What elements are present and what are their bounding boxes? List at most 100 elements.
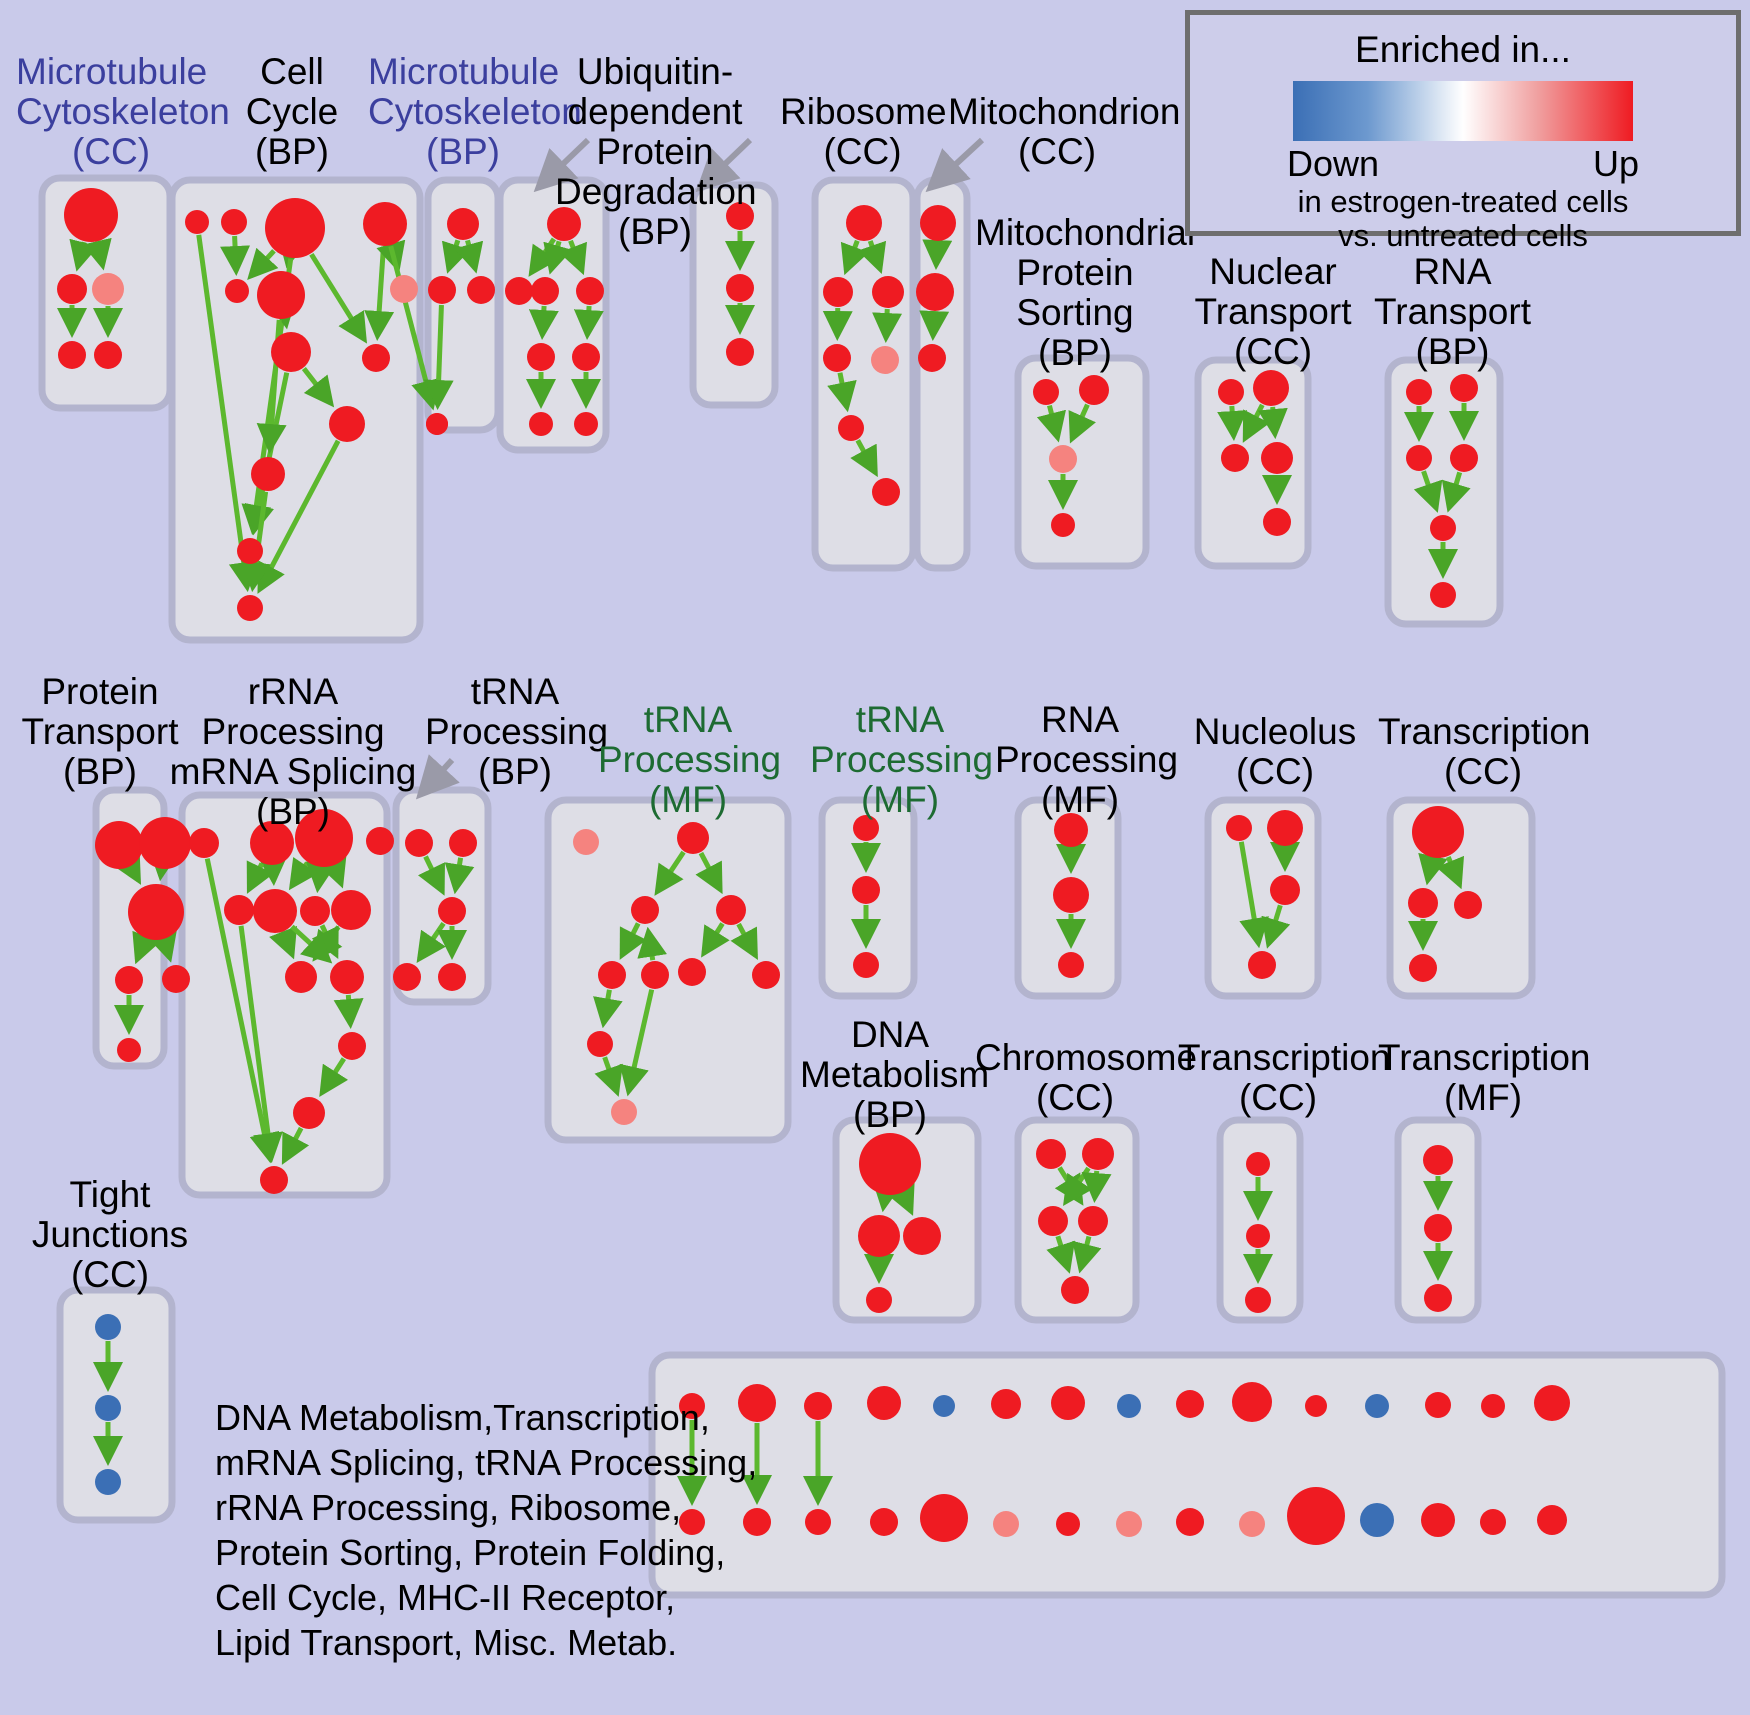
network-node[interactable] (1365, 1394, 1389, 1418)
network-node[interactable] (1078, 1206, 1108, 1236)
network-node[interactable] (426, 413, 448, 435)
network-node[interactable] (631, 896, 659, 924)
network-node[interactable] (1245, 1287, 1271, 1313)
network-node[interactable] (1246, 1224, 1270, 1248)
network-node[interactable] (285, 961, 317, 993)
network-node[interactable] (1248, 951, 1276, 979)
network-node[interactable] (128, 884, 184, 940)
network-node[interactable] (115, 966, 143, 994)
network-node[interactable] (1481, 1394, 1505, 1418)
network-node[interactable] (752, 961, 780, 989)
network-node[interactable] (1409, 954, 1437, 982)
network-node[interactable] (426, 413, 448, 435)
network-node[interactable] (872, 276, 904, 308)
network-node[interactable] (505, 277, 533, 305)
network-node[interactable] (1424, 1214, 1452, 1242)
network-node[interactable] (1117, 1394, 1141, 1418)
network-node[interactable] (872, 478, 900, 506)
network-node[interactable] (362, 344, 390, 372)
network-node[interactable] (58, 341, 86, 369)
network-node[interactable] (428, 276, 456, 304)
network-node[interactable] (1408, 888, 1438, 918)
network-node[interactable] (611, 1099, 637, 1125)
network-node[interactable] (329, 406, 365, 442)
network-node[interactable] (804, 1392, 832, 1420)
network-node[interactable] (447, 208, 479, 240)
network-node[interactable] (991, 1389, 1021, 1419)
network-node[interactable] (1261, 442, 1293, 474)
network-node[interactable] (95, 1469, 121, 1495)
network-node[interactable] (1534, 1385, 1570, 1421)
network-node[interactable] (852, 876, 880, 904)
network-node[interactable] (529, 412, 553, 436)
network-node[interactable] (1423, 1145, 1453, 1175)
network-node[interactable] (1424, 1284, 1452, 1312)
network-node[interactable] (260, 1166, 288, 1194)
network-node[interactable] (338, 1032, 366, 1060)
network-node[interactable] (870, 1508, 898, 1536)
network-node[interactable] (918, 344, 946, 372)
network-node[interactable] (859, 1133, 921, 1195)
network-node[interactable] (531, 277, 559, 305)
network-node[interactable] (95, 821, 143, 869)
network-node[interactable] (1305, 1395, 1327, 1417)
network-node[interactable] (573, 829, 599, 855)
network-node[interactable] (221, 209, 247, 235)
network-node[interactable] (1406, 445, 1432, 471)
network-node[interactable] (95, 1314, 121, 1340)
network-node[interactable] (1430, 515, 1456, 541)
network-node[interactable] (1425, 1392, 1451, 1418)
network-node[interactable] (1218, 379, 1244, 405)
network-node[interactable] (1061, 1276, 1089, 1304)
network-node[interactable] (1406, 379, 1432, 405)
network-node[interactable] (1454, 891, 1482, 919)
network-node[interactable] (1082, 1138, 1114, 1170)
network-node[interactable] (920, 205, 956, 241)
network-node[interactable] (993, 1511, 1019, 1537)
network-node[interactable] (1450, 374, 1478, 402)
network-node[interactable] (823, 277, 853, 307)
network-node[interactable] (572, 343, 600, 371)
network-node[interactable] (641, 961, 669, 989)
network-node[interactable] (527, 343, 555, 371)
network-node[interactable] (1263, 508, 1291, 536)
network-node[interactable] (1176, 1390, 1204, 1418)
network-node[interactable] (225, 279, 249, 303)
network-node[interactable] (92, 273, 124, 305)
network-node[interactable] (330, 960, 364, 994)
network-node[interactable] (265, 198, 325, 258)
network-node[interactable] (1360, 1503, 1394, 1537)
network-node[interactable] (1246, 1152, 1270, 1176)
network-node[interactable] (253, 889, 297, 933)
network-node[interactable] (363, 202, 407, 246)
network-node[interactable] (257, 271, 305, 319)
network-node[interactable] (805, 1509, 831, 1535)
network-node[interactable] (237, 595, 263, 621)
network-node[interactable] (576, 277, 604, 305)
network-node[interactable] (574, 412, 598, 436)
network-node[interactable] (1036, 1139, 1066, 1169)
network-node[interactable] (57, 274, 87, 304)
network-node[interactable] (162, 965, 190, 993)
network-node[interactable] (1038, 1206, 1068, 1236)
network-node[interactable] (858, 1215, 900, 1257)
network-node[interactable] (1239, 1511, 1265, 1537)
network-node[interactable] (726, 274, 754, 302)
network-node[interactable] (866, 1287, 892, 1313)
network-node[interactable] (853, 952, 879, 978)
network-node[interactable] (1450, 444, 1478, 472)
network-node[interactable] (1116, 1511, 1142, 1537)
network-node[interactable] (449, 829, 477, 857)
network-node[interactable] (251, 457, 285, 491)
network-node[interactable] (678, 958, 706, 986)
network-node[interactable] (1176, 1508, 1204, 1536)
network-node[interactable] (1079, 375, 1109, 405)
network-node[interactable] (903, 1217, 941, 1255)
network-node[interactable] (467, 276, 495, 304)
network-node[interactable] (1058, 952, 1084, 978)
network-node[interactable] (1267, 810, 1303, 846)
network-node[interactable] (1270, 875, 1300, 905)
network-node[interactable] (438, 897, 466, 925)
network-node[interactable] (1412, 806, 1464, 858)
network-node[interactable] (1049, 445, 1077, 473)
